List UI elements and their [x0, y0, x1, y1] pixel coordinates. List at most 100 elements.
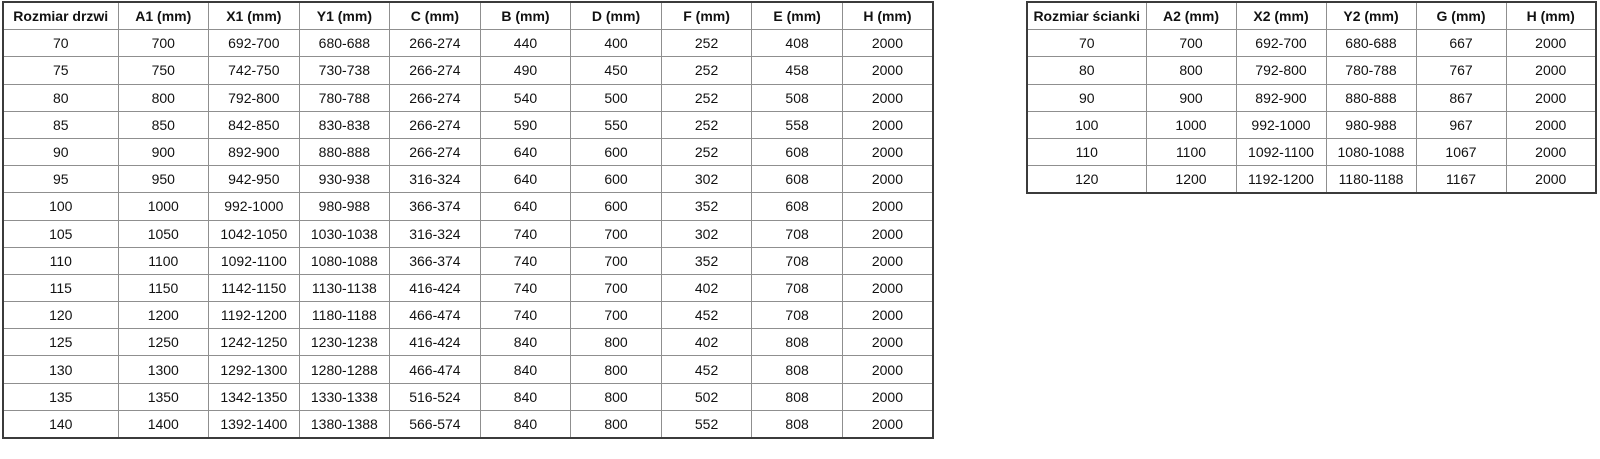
table-cell: 742-750 — [208, 56, 300, 85]
table-cell: 1180-1188 — [298, 301, 391, 330]
table-cell: 840 — [479, 409, 572, 439]
table-cell: 450 — [570, 56, 662, 85]
column-header: Rozmiar ścianki — [1026, 1, 1147, 31]
table-row: 90 900 892-900 880-888 867 2000 — [1026, 83, 1597, 112]
table-cell: 1030-1038 — [298, 219, 391, 248]
table-cell: 2000 — [1505, 56, 1597, 85]
table-cell: 1100 — [1145, 137, 1237, 167]
table-cell: 2000 — [841, 137, 934, 167]
column-header: Y1 (mm) — [298, 1, 391, 31]
table-cell: 105 — [2, 219, 119, 248]
column-header: H (mm) — [841, 1, 934, 31]
table-cell: 110 — [1026, 137, 1147, 167]
table-cell: 2000 — [841, 56, 934, 85]
table-cell: 352 — [660, 246, 753, 275]
column-header: E (mm) — [751, 1, 843, 31]
table-cell: 316-324 — [389, 219, 481, 248]
table-row: 95 950 942-950 930-938 316-324 640 600 302 608 20… — [2, 165, 934, 194]
table-cell: 558 — [751, 110, 843, 139]
table-cell: 90 — [2, 137, 119, 167]
table-cell: 508 — [751, 83, 843, 112]
table-cell: 416-424 — [389, 328, 481, 357]
column-header: D (mm) — [570, 1, 662, 31]
table-cell: 2000 — [841, 409, 934, 439]
table-cell: 135 — [2, 382, 119, 411]
table-cell: 1350 — [117, 382, 210, 411]
table-cell: 600 — [570, 137, 662, 167]
table-cell: 402 — [660, 328, 753, 357]
table-cell: 792-800 — [1235, 56, 1327, 85]
table-cell: 550 — [570, 110, 662, 139]
table-cell: 130 — [2, 355, 119, 384]
table-cell: 1300 — [117, 355, 210, 384]
table-cell: 840 — [479, 355, 572, 384]
table-cell: 708 — [751, 246, 843, 275]
table-cell: 700 — [1145, 29, 1237, 58]
table-row: 120 1200 1192-1200 1180-1188 466-474 740 700 45… — [2, 301, 934, 330]
table-cell: 640 — [479, 137, 572, 167]
table-cell: 2000 — [1505, 137, 1597, 167]
column-header: H (mm) — [1505, 1, 1597, 31]
table-cell: 1092-1100 — [1235, 137, 1327, 167]
table-cell: 800 — [570, 409, 662, 439]
table-cell: 80 — [1026, 56, 1147, 85]
table-cell: 452 — [660, 355, 753, 384]
table-row: 125 1250 1242-1250 1230-1238 416-424 840 800 40… — [2, 328, 934, 357]
column-header: G (mm) — [1415, 1, 1507, 31]
table-cell: 490 — [479, 56, 572, 85]
table-cell: 680-688 — [1325, 29, 1417, 58]
table-cell: 1192-1200 — [1235, 165, 1327, 194]
door-size-table: Rozmiar drzwi A1 (mm) X1 (mm) Y1 (mm) C (mm)… — [2, 1, 934, 439]
table-cell: 767 — [1415, 56, 1507, 85]
table-cell: 352 — [660, 192, 753, 221]
table-cell: 700 — [570, 301, 662, 330]
table-cell: 95 — [2, 165, 119, 194]
table-cell: 1280-1288 — [298, 355, 391, 384]
table-cell: 808 — [751, 328, 843, 357]
table-cell: 700 — [570, 219, 662, 248]
table-cell: 992-1000 — [208, 192, 300, 221]
table-cell: 808 — [751, 355, 843, 384]
table-cell: 440 — [479, 29, 572, 58]
table-cell: 800 — [1145, 56, 1237, 85]
table-cell: 125 — [2, 328, 119, 357]
table-cell: 1400 — [117, 409, 210, 439]
table-cell: 800 — [117, 83, 210, 112]
table-cell: 2000 — [841, 355, 934, 384]
table-row: 80 800 792-800 780-788 767 2000 — [1026, 56, 1597, 85]
table-cell: 1292-1300 — [208, 355, 300, 384]
table-cell: 140 — [2, 409, 119, 439]
table-cell: 400 — [570, 29, 662, 58]
table-cell: 1192-1200 — [208, 301, 300, 330]
table-cell: 840 — [479, 382, 572, 411]
column-header: Rozmiar drzwi — [2, 1, 119, 31]
table-cell: 1342-1350 — [208, 382, 300, 411]
table-cell: 2000 — [1505, 29, 1597, 58]
table-cell: 692-700 — [1235, 29, 1327, 58]
table-cell: 600 — [570, 165, 662, 194]
table-cell: 2000 — [841, 110, 934, 139]
table-cell: 2000 — [841, 83, 934, 112]
table-cell: 552 — [660, 409, 753, 439]
table-cell: 1100 — [117, 246, 210, 275]
table-cell: 800 — [570, 328, 662, 357]
table-cell: 692-700 — [208, 29, 300, 58]
table-cell: 80 — [2, 83, 119, 112]
table-cell: 302 — [660, 219, 753, 248]
table-row: 90 900 892-900 880-888 266-274 640 600 252 608 20… — [2, 137, 934, 167]
table-cell: 1050 — [117, 219, 210, 248]
column-header: X1 (mm) — [208, 1, 300, 31]
table-row: 110 1100 1092-1100 1080-1088 1067 2000 — [1026, 137, 1597, 167]
table-cell: 2000 — [841, 246, 934, 275]
table-cell: 640 — [479, 192, 572, 221]
table-cell: 566-574 — [389, 409, 481, 439]
header-row: Rozmiar ścianki A2 (mm) X2 (mm) Y2 (mm) G (m… — [1026, 1, 1597, 31]
table-row: 100 1000 992-1000 980-988 366-374 640 600 352 60… — [2, 192, 934, 221]
table-cell: 502 — [660, 382, 753, 411]
table-cell: 708 — [751, 219, 843, 248]
table-cell: 900 — [117, 137, 210, 167]
table-cell: 840 — [479, 328, 572, 357]
table-cell: 708 — [751, 273, 843, 303]
table-cell: 1200 — [117, 301, 210, 330]
table-cell: 740 — [479, 219, 572, 248]
